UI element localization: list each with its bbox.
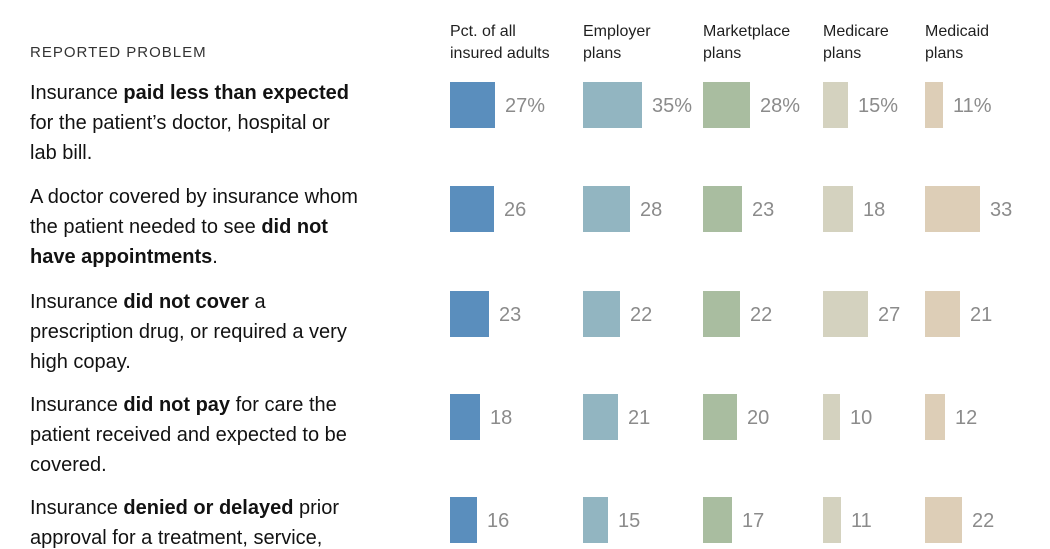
problem-text-segment: Insurance (30, 82, 124, 104)
problem-text-segment: . (212, 246, 218, 268)
problem-text-bold: did not pay (123, 394, 231, 416)
value-label: 12 (955, 407, 978, 429)
problem-text: Insurance did not cover a prescription d… (30, 287, 440, 377)
value-square (703, 186, 742, 232)
value-label: 35% (652, 95, 693, 117)
value-label: 22 (972, 510, 995, 532)
value-square (450, 291, 489, 337)
problem-text-bold: paid less than expected (123, 82, 350, 104)
value-square (450, 82, 495, 128)
column-header: Medicaid plans (925, 23, 990, 62)
value-label: 27 (878, 304, 901, 326)
value-square (583, 291, 620, 337)
value-square (703, 291, 740, 337)
problem-text: A doctor covered by insurance whom the p… (30, 182, 440, 272)
value-label: 15 (618, 510, 641, 532)
column-header: Pct. of all insured adults (450, 23, 550, 62)
value-label: 22 (630, 304, 653, 326)
problem-text-segment: Insurance (30, 291, 124, 313)
value-label: 18 (490, 407, 513, 429)
problem-text-segment: A doctor covered by insurance whom the p… (30, 186, 358, 238)
value-label: 20 (747, 407, 770, 429)
value-square (583, 82, 642, 128)
value-square (703, 394, 737, 440)
value-label: 21 (970, 304, 993, 326)
value-label: 11% (953, 95, 992, 117)
problem-text: Insurance paid less than expected for th… (30, 78, 440, 168)
value-square (823, 82, 848, 128)
value-label: 16 (487, 510, 510, 532)
value-square (823, 394, 840, 440)
value-label: 21 (628, 407, 651, 429)
value-label: 28% (760, 95, 801, 117)
problem-text-segment: for the patient’s doctor, hospital or la… (30, 112, 330, 164)
value-square (823, 497, 841, 543)
value-label: 23 (499, 304, 522, 326)
value-label: 17 (742, 510, 765, 532)
problem-text-segment: Insurance (30, 497, 124, 519)
problem-text-segment: a prescription drug, or required a very … (30, 291, 347, 373)
value-square (450, 497, 477, 543)
value-square (450, 186, 494, 232)
value-label: 28 (640, 199, 663, 221)
problem-text-bold: did not have appointments (30, 216, 328, 268)
value-square (925, 497, 962, 543)
value-square (583, 394, 618, 440)
reported-problem-header: REPORTED PROBLEM (30, 44, 207, 61)
problem-text-segment: for care the patient received and expect… (30, 394, 347, 476)
value-label: 27% (505, 95, 546, 117)
problem-text: Insurance denied or delayed prior approv… (30, 493, 440, 549)
value-square (703, 82, 750, 128)
column-header: Medicare plans (823, 23, 889, 62)
problem-text: Insurance did not pay for care the patie… (30, 390, 440, 480)
value-square (703, 497, 732, 543)
problem-text-segment: Insurance (30, 394, 124, 416)
value-square (925, 291, 960, 337)
column-header: Marketplace plans (703, 23, 791, 62)
value-label: 11 (851, 510, 872, 532)
value-label: 15% (858, 95, 899, 117)
value-square (925, 186, 980, 232)
column-header: Employer plans (583, 23, 651, 62)
value-square (925, 82, 943, 128)
problem-text-bold: denied or delayed (123, 497, 294, 519)
value-label: 22 (750, 304, 773, 326)
value-square (925, 394, 945, 440)
problem-text-bold: did not cover (123, 291, 249, 313)
value-label: 33 (990, 199, 1013, 221)
value-square (583, 186, 630, 232)
value-square (450, 394, 480, 440)
value-square (823, 291, 868, 337)
value-square (823, 186, 853, 232)
value-label: 23 (752, 199, 775, 221)
value-label: 26 (504, 199, 527, 221)
problem-text-segment: prior approval for a treatment, service, (30, 497, 340, 549)
value-label: 18 (863, 199, 886, 221)
value-label: 10 (850, 407, 873, 429)
value-square (583, 497, 608, 543)
